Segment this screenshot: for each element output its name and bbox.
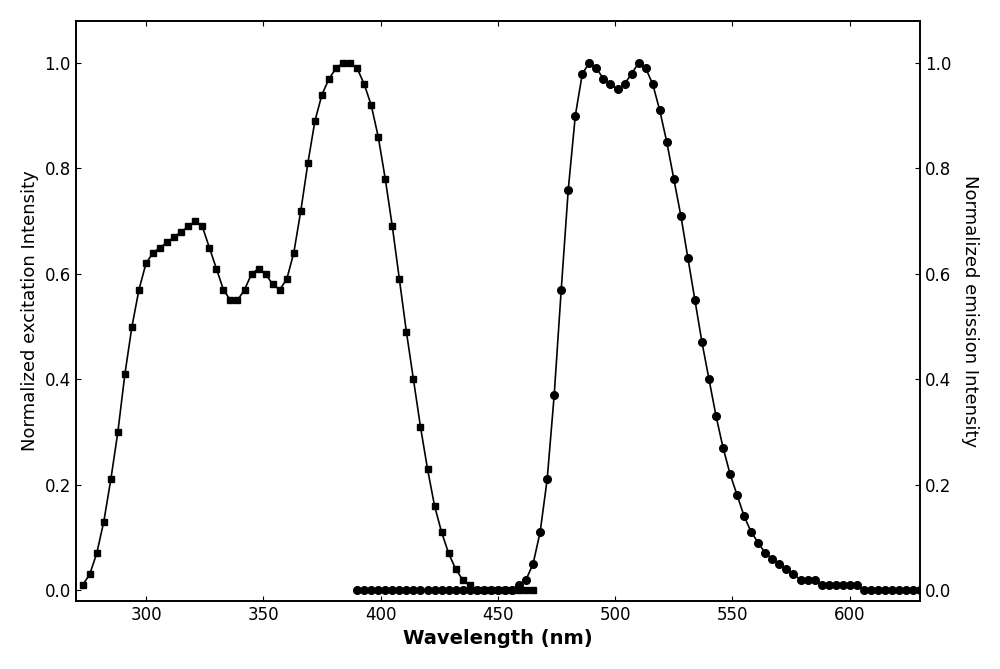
Y-axis label: Normalized excitation Intensity: Normalized excitation Intensity	[21, 171, 39, 451]
Y-axis label: Normalized emission Intensity: Normalized emission Intensity	[961, 175, 979, 447]
X-axis label: Wavelength (nm): Wavelength (nm)	[403, 629, 593, 648]
